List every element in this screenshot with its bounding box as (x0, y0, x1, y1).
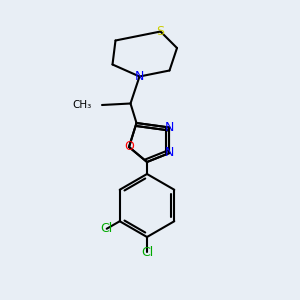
Text: Cl: Cl (100, 222, 113, 235)
Text: S: S (157, 25, 164, 38)
Text: CH₃: CH₃ (72, 100, 92, 110)
Text: N: N (165, 146, 174, 160)
Text: O: O (124, 140, 134, 154)
Text: Cl: Cl (141, 245, 153, 259)
Text: N: N (165, 121, 174, 134)
Text: N: N (135, 70, 144, 83)
